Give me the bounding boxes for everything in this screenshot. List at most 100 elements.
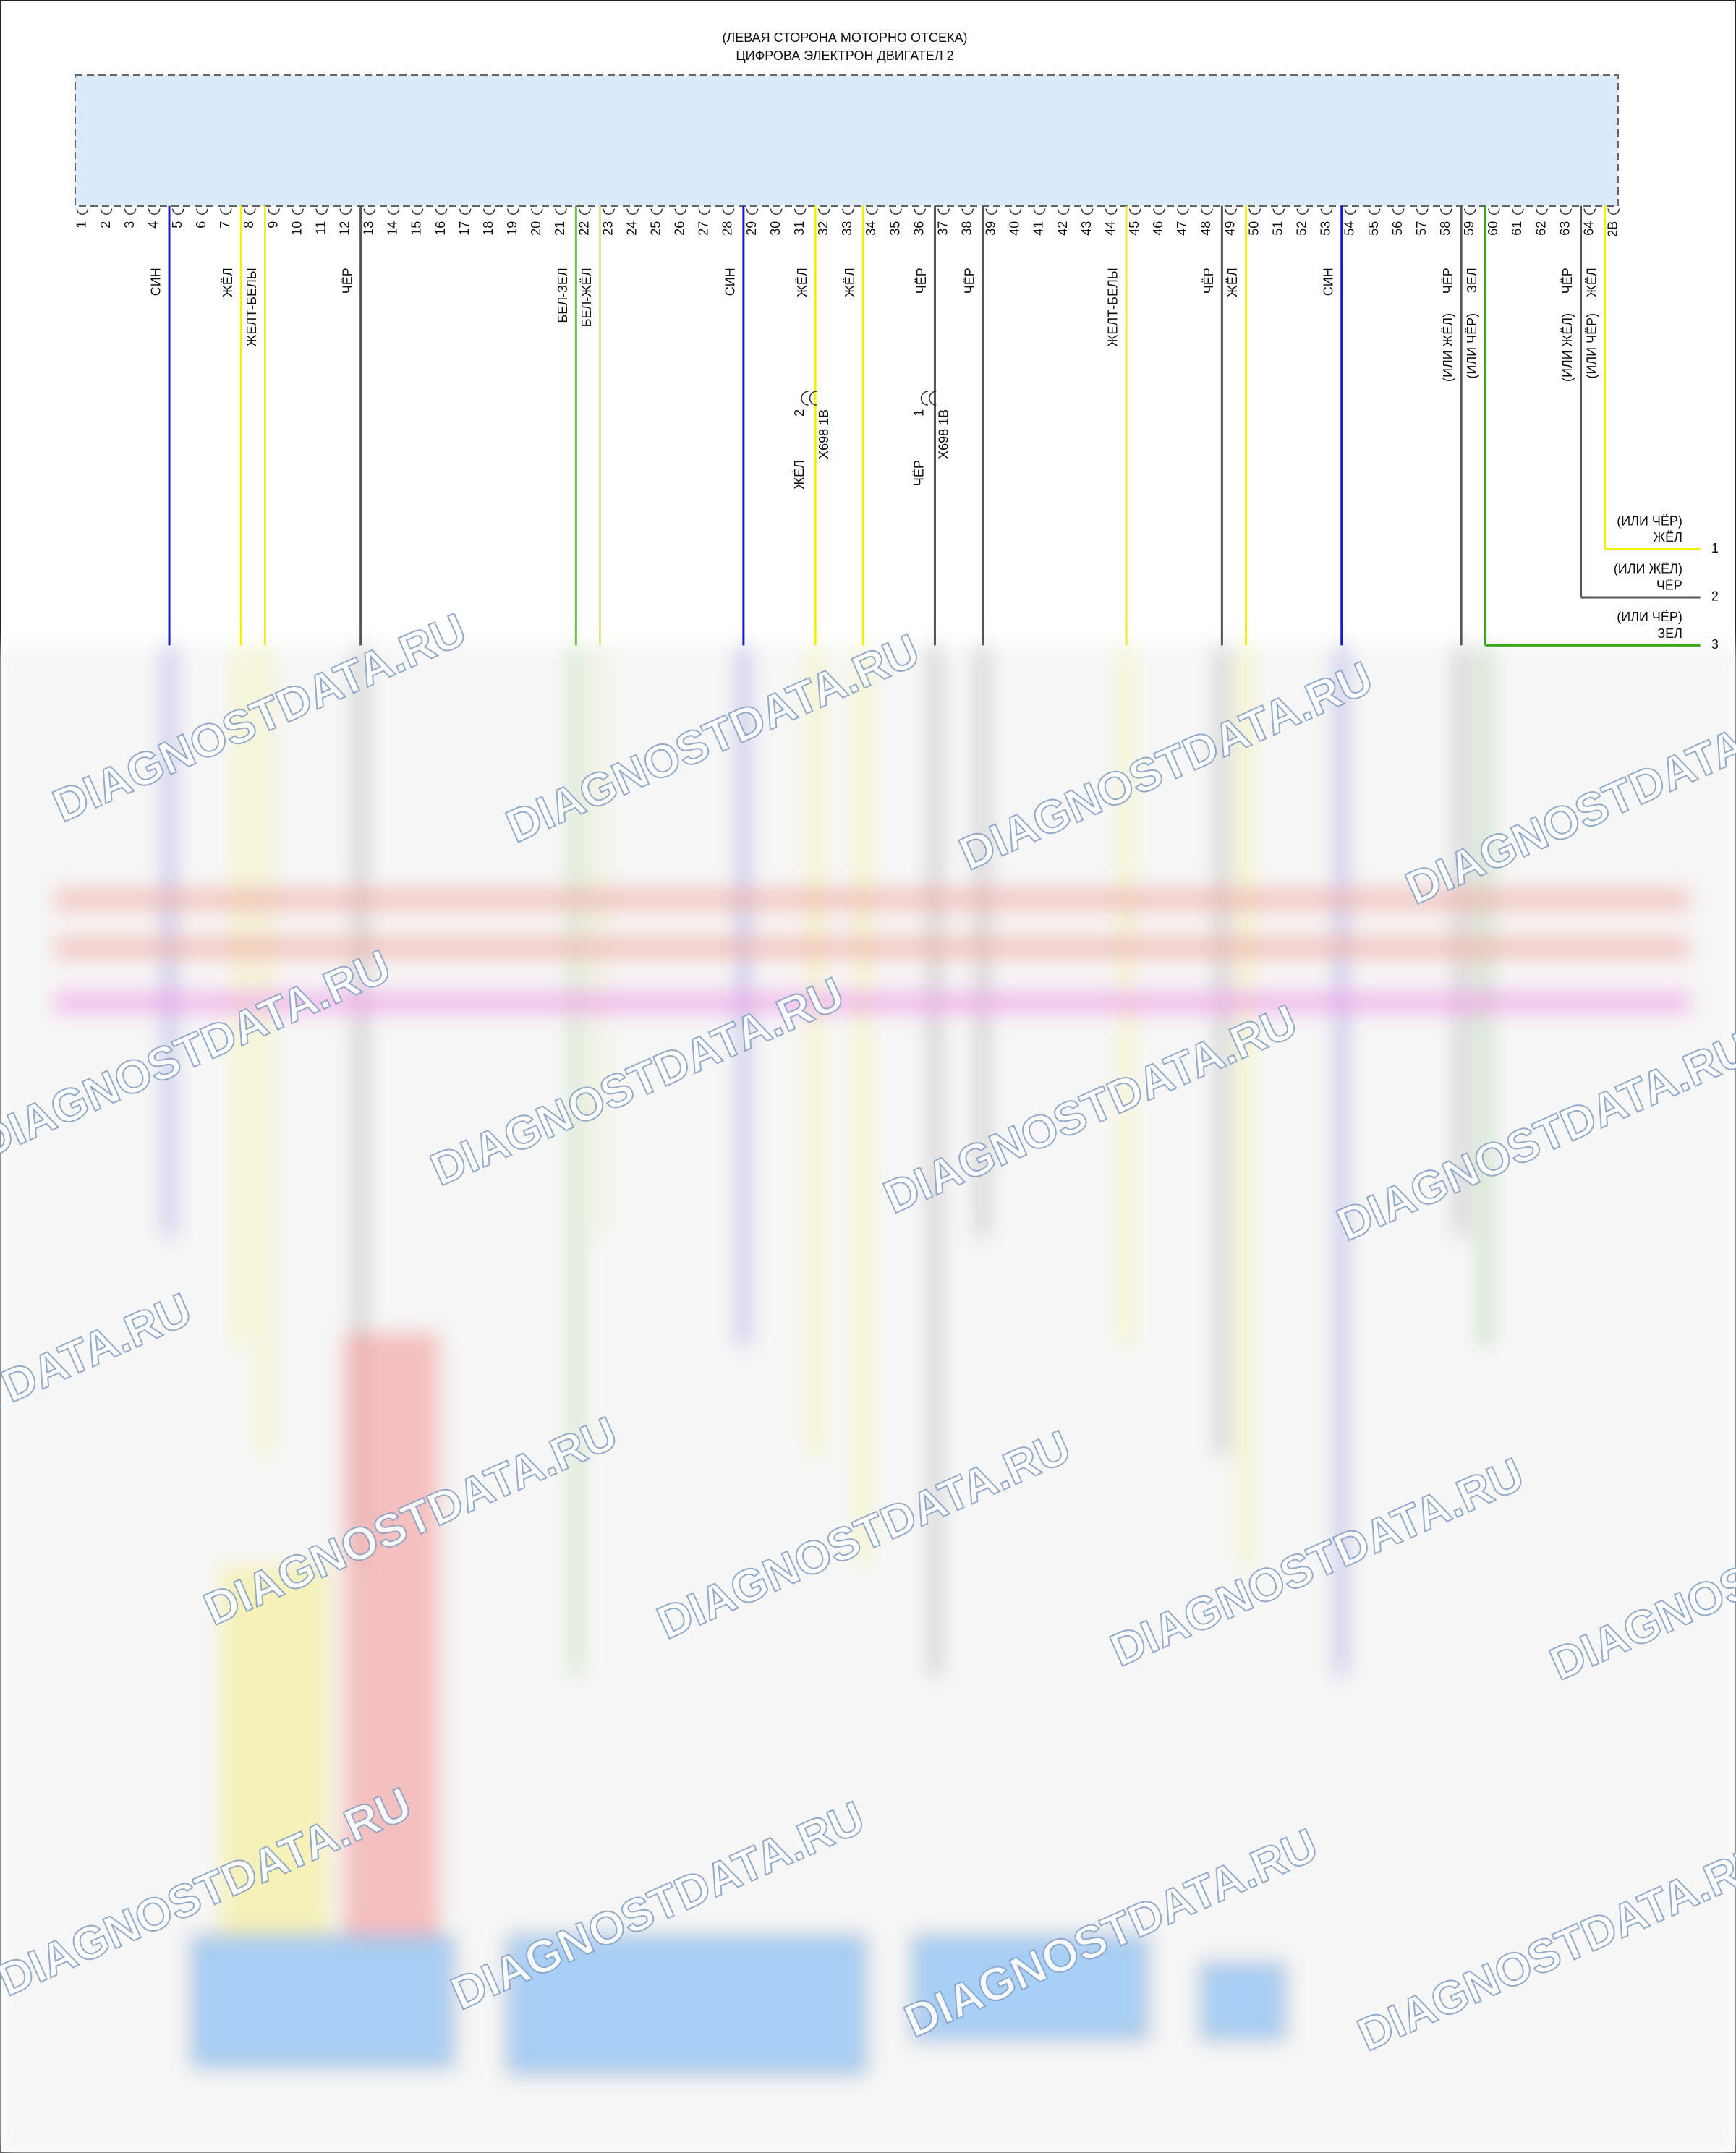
component	[190, 1935, 455, 2068]
output-label: ЖЁЛ	[1653, 530, 1682, 545]
pin-socket	[579, 208, 591, 215]
pin-socket	[1560, 208, 1572, 215]
output-label: ЗЕЛ	[1657, 626, 1682, 641]
pin-socket	[1368, 208, 1381, 215]
pin-number: 38	[959, 221, 974, 236]
connector-mark	[920, 391, 937, 406]
pin-number: 4	[146, 221, 161, 229]
pin-socket	[292, 208, 304, 215]
pin-number: 10	[289, 221, 304, 236]
pin-socket	[1583, 208, 1596, 215]
band	[54, 991, 1690, 1014]
pin-socket	[100, 208, 113, 215]
pin-number: 17	[457, 221, 472, 236]
pin-socket	[244, 208, 256, 215]
component	[506, 1935, 867, 2076]
pin-number: 46	[1151, 221, 1165, 236]
header-title: (ЛЕВАЯ СТОРОНА МОТОРНО ОТСЕКА)	[722, 30, 967, 45]
pin-number: 26	[673, 221, 687, 236]
pin-number: 59	[1462, 221, 1476, 236]
wire-color-label: ЧЁР	[914, 268, 929, 294]
pin-socket	[1153, 208, 1165, 215]
pin-number: 29	[744, 221, 759, 236]
pin-number: 36	[911, 221, 926, 236]
pin-socket	[387, 208, 400, 215]
wire-alt-label: (ИЛИ ЖЁЛ)	[1560, 313, 1575, 382]
pin-number: 14	[386, 221, 400, 236]
output-alt: (ИЛИ ЖЁЛ)	[1614, 562, 1682, 576]
output-alt: (ИЛИ ЧЁР)	[1617, 610, 1682, 624]
output-label: ЧЁР	[1656, 579, 1682, 593]
pin-socket	[1105, 208, 1118, 215]
pin-number: 11	[313, 221, 328, 235]
pin-number: 44	[1103, 221, 1118, 236]
component	[911, 1935, 1149, 2041]
pin-number: 43	[1079, 221, 1094, 236]
pin-number: 35	[888, 221, 902, 236]
connector-color: ЖЁЛ	[792, 460, 807, 489]
pin-socket	[937, 208, 950, 215]
pin-number: 27	[697, 221, 711, 236]
pin-socket	[1272, 208, 1285, 215]
pin-number: 1	[75, 221, 89, 229]
output-number: 1	[1711, 541, 1719, 555]
pin-number: 51	[1270, 221, 1285, 236]
pin-number: 28	[720, 221, 735, 236]
connector-color: ЧЁР	[911, 460, 926, 486]
connector-pin: 1	[911, 409, 926, 417]
wire-alt-label: (ИЛИ ЧЁР)	[1465, 313, 1479, 379]
pin-number: 53	[1319, 221, 1333, 236]
pin-socket	[1439, 208, 1452, 215]
wire-color-label: СИН	[723, 268, 738, 296]
pin-socket	[1225, 208, 1237, 215]
pin-socket	[339, 208, 352, 215]
pin-socket	[1536, 208, 1548, 215]
pin-socket	[1033, 208, 1046, 215]
wire-color-label: ЖЁЛ	[221, 268, 235, 297]
pin-number: 13	[362, 221, 376, 236]
wire-color-label: ЖЁЛ	[843, 268, 857, 297]
pin-number: 30	[768, 221, 783, 236]
pin-number: 16	[433, 221, 448, 236]
pin-socket	[363, 208, 376, 215]
pin-socket	[1488, 208, 1500, 215]
pin-number: 64	[1581, 221, 1596, 236]
pin-number: 21	[553, 221, 567, 236]
output-alt: (ИЛИ ЧЁР)	[1617, 513, 1682, 528]
pin-number: 24	[624, 221, 639, 236]
wire-color-label: ЧЁР	[1560, 268, 1575, 294]
output-number: 2	[1711, 589, 1719, 604]
band	[54, 936, 1690, 959]
pin-socket	[1463, 208, 1476, 215]
pin-number: 9	[265, 221, 280, 229]
wire-color-label: ЧЁР	[962, 268, 977, 294]
output-number: 3	[1711, 637, 1719, 652]
pin-number: 50	[1246, 221, 1261, 236]
pin-number: 5	[170, 221, 184, 229]
pin-number: 3	[122, 221, 137, 229]
pin-number: 37	[935, 221, 950, 236]
pin-socket	[482, 208, 495, 215]
wire-color-label: БЕЛ-ЖЁЛ	[579, 268, 594, 327]
pin-socket	[1057, 208, 1070, 215]
pin-socket	[195, 208, 208, 215]
pin-number: 7	[218, 221, 232, 229]
pin-socket	[1344, 208, 1357, 215]
pin-number: 61	[1510, 221, 1524, 236]
wire-color-label: ЧЁР	[1201, 268, 1216, 294]
ecu-box	[75, 74, 1619, 207]
pin-socket	[626, 208, 639, 215]
pin-socket	[698, 208, 711, 215]
band	[219, 1565, 330, 1937]
pin-number: 2	[98, 221, 113, 229]
pin-socket	[411, 208, 424, 215]
pin-socket	[985, 208, 998, 215]
pin-number: 8	[242, 221, 256, 229]
pin-socket	[746, 208, 759, 215]
pin-socket	[220, 208, 232, 215]
wire-color-label: ЖЕЛТ-БЕЛЫ	[1106, 268, 1120, 346]
pin-socket	[1248, 208, 1261, 215]
wire-color-label: ЗЕЛ	[1465, 268, 1479, 293]
pin-socket	[1296, 208, 1309, 215]
